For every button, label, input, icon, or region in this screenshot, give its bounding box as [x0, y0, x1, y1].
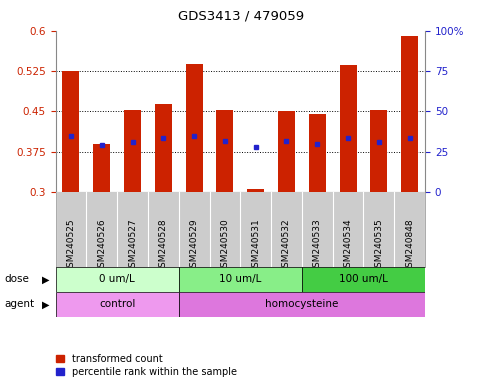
Text: control: control: [99, 299, 135, 310]
Bar: [401, 36, 418, 192]
Bar: [247, 189, 264, 192]
Text: agent: agent: [5, 299, 35, 310]
Bar: [340, 65, 356, 192]
Bar: [124, 110, 141, 192]
Text: 10 um/L: 10 um/L: [219, 274, 261, 285]
Text: ▶: ▶: [42, 274, 50, 285]
Bar: [93, 144, 110, 192]
Text: GDS3413 / 479059: GDS3413 / 479059: [178, 10, 305, 23]
Bar: [185, 64, 202, 192]
Text: 0 um/L: 0 um/L: [99, 274, 135, 285]
Text: dose: dose: [5, 274, 30, 285]
Bar: [370, 110, 387, 192]
Text: homocysteine: homocysteine: [265, 299, 339, 310]
Bar: [62, 71, 79, 192]
Bar: [56, 267, 179, 292]
Text: ▶: ▶: [42, 299, 50, 310]
Bar: [309, 114, 326, 192]
Bar: [155, 104, 172, 192]
Legend: transformed count, percentile rank within the sample: transformed count, percentile rank withi…: [56, 354, 237, 377]
Bar: [179, 267, 302, 292]
Bar: [278, 111, 295, 192]
Bar: [179, 292, 425, 317]
Bar: [302, 267, 425, 292]
Text: 100 um/L: 100 um/L: [339, 274, 388, 285]
Bar: [56, 292, 179, 317]
Bar: [216, 110, 233, 192]
